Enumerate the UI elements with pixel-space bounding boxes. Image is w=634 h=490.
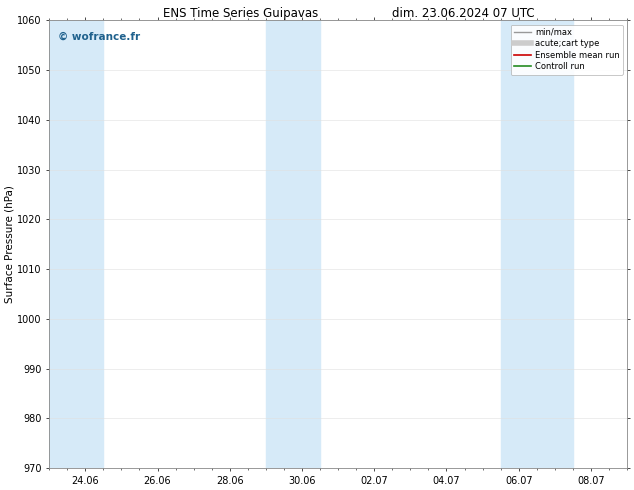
Y-axis label: Surface Pressure (hPa): Surface Pressure (hPa) [4, 185, 14, 303]
Bar [501, 21, 573, 468]
Text: ENS Time Series Guipavas: ENS Time Series Guipavas [164, 7, 318, 21]
Bar [266, 21, 320, 468]
Text: © wofrance.fr: © wofrance.fr [58, 32, 140, 42]
Bar [49, 21, 103, 468]
Text: dim. 23.06.2024 07 UTC: dim. 23.06.2024 07 UTC [392, 7, 534, 21]
Legend: min/max, acute;cart type, Ensemble mean run, Controll run: min/max, acute;cart type, Ensemble mean … [510, 24, 623, 75]
